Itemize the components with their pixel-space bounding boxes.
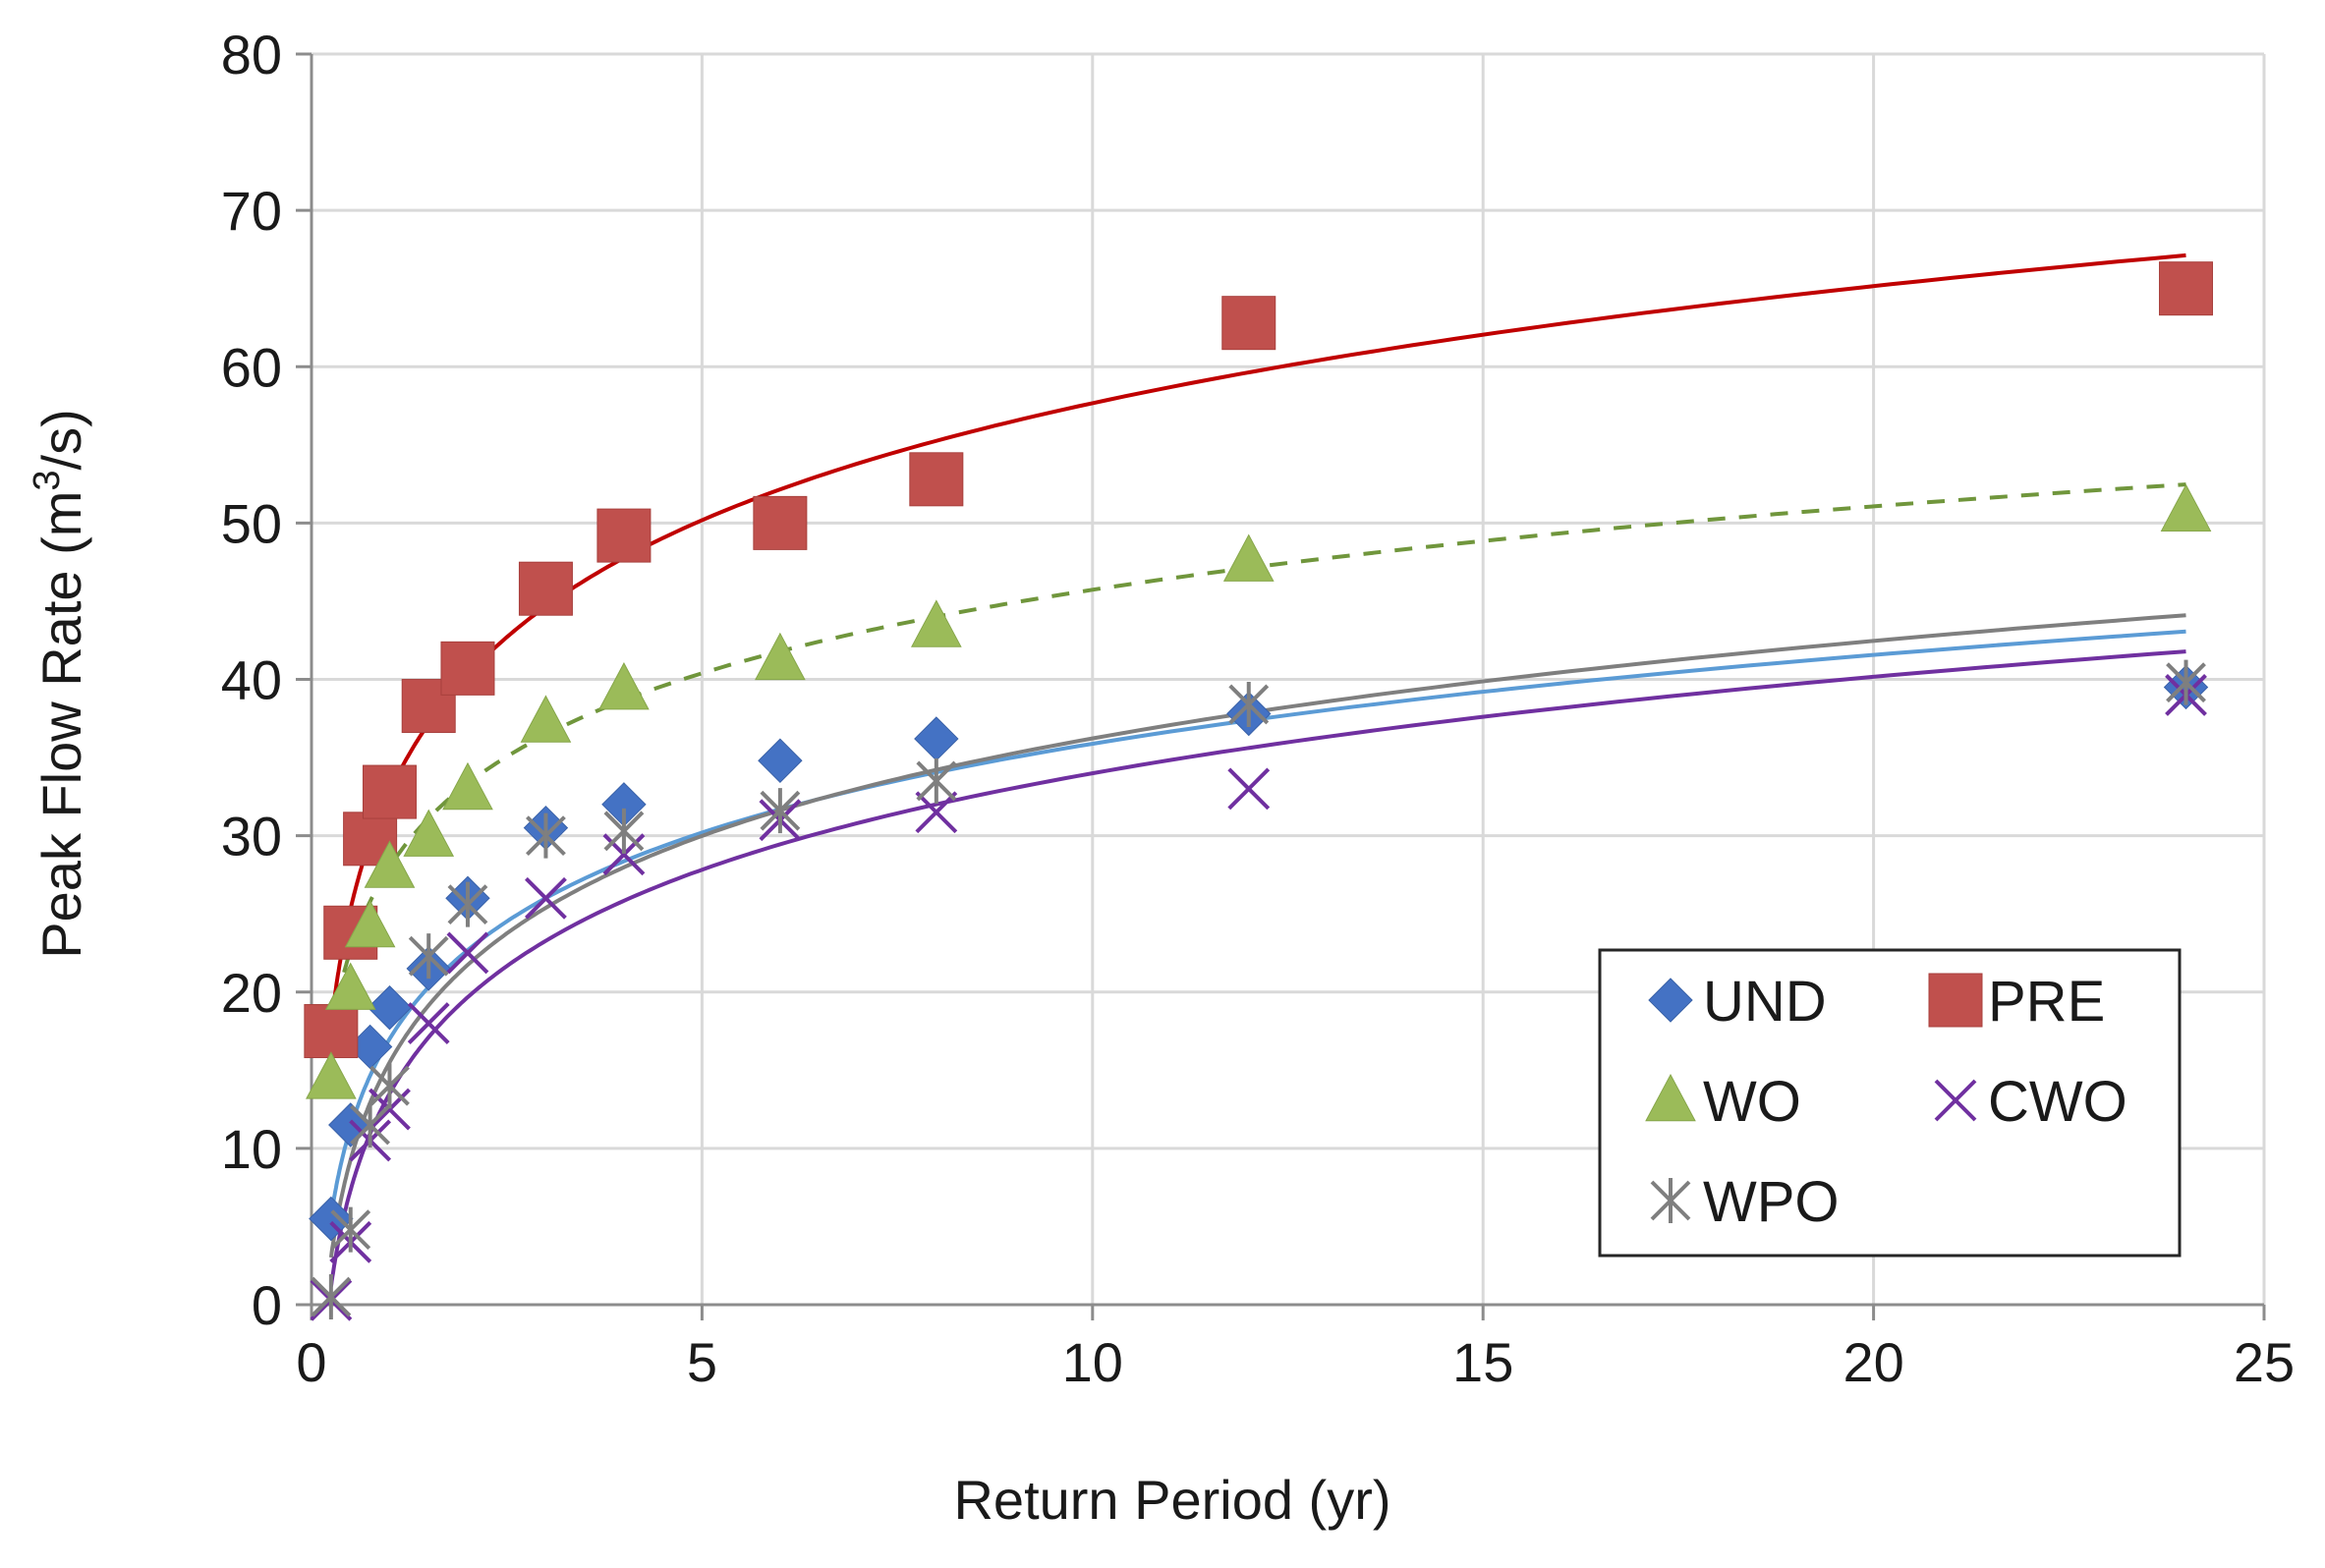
y-tick-label: 20 [221,962,282,1024]
point-pre [440,641,495,696]
point-wpo [369,1063,410,1109]
y-tick-label: 80 [221,24,282,85]
trendline-cwo [328,649,2186,1287]
point-und [309,1196,354,1242]
legend-marker-und [1648,978,1693,1023]
trendline-wpo [328,613,2186,1259]
point-wo [755,632,806,681]
legend-marker-cwo [1934,1079,1977,1122]
point-wo [324,962,376,1010]
point-und [914,716,959,761]
point-pre [304,1004,359,1059]
y-tick-label: 10 [221,1118,282,1180]
x-tick-label: 20 [1843,1331,1903,1393]
point-cwo [1227,767,1271,811]
tick-labels: 0 10 20 30 40 50 60 70 80 0 5 10 15 20 25 [221,24,2295,1393]
x-tick-label: 0 [296,1331,326,1393]
point-pre [362,764,417,819]
point-pre [753,495,808,550]
x-tick-label: 25 [2234,1331,2295,1393]
legend-label-und: UND [1703,970,1827,1034]
point-und [367,984,413,1031]
y-tick-label: 50 [221,492,282,554]
legend-box [1598,948,2182,1258]
point-wo [911,599,962,647]
point-und [758,738,803,783]
point-wo [2160,483,2212,532]
point-pre [2159,261,2214,316]
point-cwo [407,1002,450,1044]
x-tick-label: 10 [1062,1331,1123,1393]
point-pre [596,508,652,563]
y-tick-label: 40 [221,649,282,711]
point-cwo [525,876,567,920]
legend-marker-wpo [1650,1178,1691,1223]
point-wo [520,695,572,743]
point-wo [442,761,493,811]
x-tick-label: 5 [687,1331,717,1393]
point-wpo [760,788,801,834]
point-wpo [447,881,488,927]
point-wo [306,1051,357,1099]
point-cwo [446,931,489,975]
trendline-pre [328,252,2186,1027]
y-tick-label: 30 [221,806,282,868]
y-axis-title: Peak Flow Rate (m3/s) [27,409,92,959]
point-wo [1222,533,1275,582]
point-pre [1221,296,1276,351]
point-wpo [916,757,957,804]
legend-label-wpo: WPO [1703,1170,1840,1234]
legend-label-wo: WO [1703,1070,1801,1134]
point-wpo [2166,659,2206,705]
data-markers [304,261,2214,1321]
x-axis-title: Return Period (yr) [953,1469,1390,1531]
point-wpo [1228,681,1270,727]
point-cwo [915,791,958,834]
point-wo [403,809,455,857]
legend-marker-pre [1928,973,1983,1028]
point-wo [344,899,396,948]
y-tick-label: 0 [252,1274,282,1336]
point-wo [598,661,650,710]
point-wpo [526,812,566,859]
point-wpo [311,1274,352,1320]
legend: UND PRE WO CWO WPO [1598,948,2182,1258]
y-axis-title-end: /s) [30,409,92,470]
y-axis-title-main: Peak Flow Rate (m [30,491,92,959]
point-wpo [330,1206,371,1253]
point-wpo [350,1102,391,1148]
y-tick-label: 60 [221,336,282,398]
point-wpo [408,933,449,980]
legend-label-pre: PRE [1988,970,2105,1034]
point-wo [364,840,416,888]
y-tick-label: 70 [221,180,282,242]
y-axis-title-superscript: 3 [27,470,68,490]
x-tick-label: 15 [1452,1331,1513,1393]
point-wpo [603,808,645,854]
legend-marker-wo [1645,1073,1696,1122]
legend-label-cwo: CWO [1988,1070,2127,1134]
point-pre [518,561,573,616]
point-pre [909,452,964,507]
